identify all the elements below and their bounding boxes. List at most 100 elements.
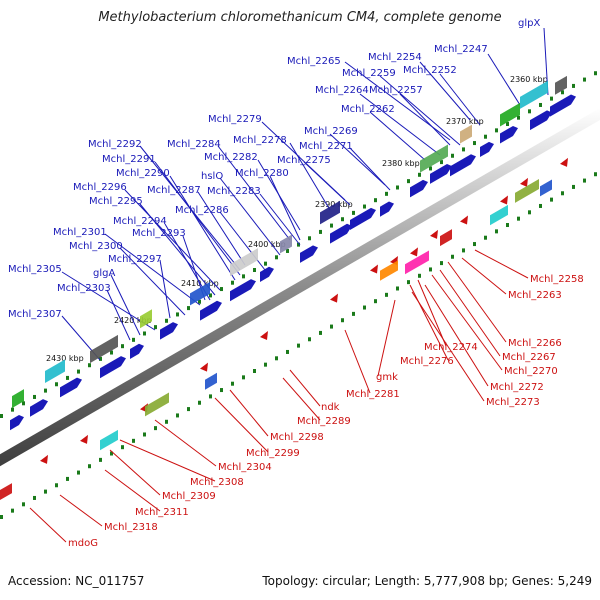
gene-label[interactable]: Mchl_2267 [502, 352, 556, 363]
track-dot [99, 457, 102, 462]
scale-line [0, 71, 597, 418]
gene-label[interactable]: Mchl_2258 [530, 274, 584, 285]
tick-label: 2370 kbp [446, 117, 484, 126]
scale-dot [198, 299, 201, 304]
gene-label[interactable]: Mchl_2271 [299, 141, 353, 152]
gene-label[interactable]: Mchl_2305 [8, 264, 62, 275]
scale-dot [506, 122, 509, 127]
gene-arrow [40, 454, 48, 464]
gene-label[interactable]: Mchl_2286 [175, 205, 229, 216]
gene-label[interactable]: Mchl_2262 [341, 104, 395, 115]
gene-arrow [450, 154, 476, 177]
track-dot [264, 362, 267, 367]
track-dot [473, 242, 476, 247]
gene-box [12, 389, 24, 409]
gene-label[interactable]: Mchl_2263 [508, 290, 562, 301]
track-dot [308, 337, 311, 342]
gene-arrow [350, 207, 376, 231]
gene-label[interactable]: Mchl_2304 [218, 462, 272, 473]
scale-dot [594, 71, 597, 76]
scale-dot [55, 382, 58, 387]
gene-label[interactable]: Mchl_2289 [297, 416, 351, 427]
gene-box [190, 281, 210, 306]
scale-dot [66, 375, 69, 380]
gene-label[interactable]: Mchl_2252 [403, 65, 457, 76]
gene-label[interactable]: glgA [93, 268, 115, 279]
gene-label[interactable]: Mchl_2290 [116, 168, 170, 179]
track-dot [506, 223, 509, 228]
gene-label[interactable]: hslO [201, 171, 223, 182]
scale-dot [143, 331, 146, 336]
gene-label[interactable]: Mchl_2284 [167, 139, 221, 150]
tick-label: 2430 kbp [46, 354, 84, 363]
gene-label[interactable]: Mchl_2265 [287, 56, 341, 67]
track-dot [33, 495, 36, 500]
gene-label[interactable]: Mchl_2275 [277, 155, 331, 166]
gene-label[interactable]: Mchl_2308 [190, 477, 244, 488]
scale-dot [517, 115, 520, 120]
gene-label[interactable]: Mchl_2301 [53, 227, 107, 238]
gene-label[interactable]: Mchl_2311 [135, 507, 189, 518]
track-dot [143, 432, 146, 437]
gene-label[interactable]: Mchl_2307 [8, 309, 62, 320]
track-dot [154, 426, 157, 431]
track-dot [440, 261, 443, 266]
gene-label[interactable]: Mchl_2299 [246, 448, 300, 459]
gene-label[interactable]: Mchl_2298 [270, 432, 324, 443]
gene-label[interactable]: Mchl_2295 [89, 196, 143, 207]
gene-box [500, 102, 520, 127]
gene-box [515, 178, 539, 203]
scale-dot [154, 325, 157, 330]
gene-label[interactable]: Mchl_2300 [69, 241, 123, 252]
gene-label[interactable]: Mchl_2272 [490, 382, 544, 393]
gene-label[interactable]: Mchl_2276 [400, 356, 454, 367]
gene-label[interactable]: Mchl_2283 [207, 186, 261, 197]
gene-label[interactable]: Mchl_2266 [508, 338, 562, 349]
track-dot [561, 191, 564, 196]
gene-label[interactable]: Mchl_2269 [304, 126, 358, 137]
track-dot [418, 273, 421, 278]
gene-label[interactable]: Mchl_2318 [104, 522, 158, 533]
gene-arrow [530, 110, 552, 131]
gene-label[interactable]: ndk [321, 402, 340, 413]
gene-label[interactable]: Mchl_2293 [132, 228, 186, 239]
track-dot [429, 267, 432, 272]
gene-label[interactable]: gmk [376, 372, 398, 383]
gene-label[interactable]: Mchl_2264 [315, 85, 369, 96]
gene-label[interactable]: Mchl_2297 [108, 254, 162, 265]
gene-label[interactable]: Mchl_2287 [147, 185, 201, 196]
track-dot [66, 476, 69, 481]
gene-arrow [80, 434, 88, 444]
gene-label[interactable]: Mchl_2247 [434, 44, 488, 55]
gene-label[interactable]: Mchl_2257 [369, 85, 423, 96]
gene-label[interactable]: Mchl_2279 [208, 114, 262, 125]
gene-label[interactable]: Mchl_2294 [113, 216, 167, 227]
gene-label[interactable]: glpX [518, 18, 540, 29]
gene-label[interactable]: Mchl_2281 [346, 389, 400, 400]
scale-dot [253, 268, 256, 273]
gene-label[interactable]: Mchl_2254 [368, 52, 422, 63]
gene-label[interactable]: Mchl_2270 [504, 366, 558, 377]
gene-box [205, 372, 217, 390]
gene-label[interactable]: Mchl_2292 [88, 139, 142, 150]
forward-gene-labels: glpX Mchl_2247 Mchl_2254 Mchl_2252 Mchl_… [8, 18, 540, 320]
gene-label[interactable]: mdoG [68, 538, 98, 549]
gene-label[interactable]: Mchl_2274 [424, 342, 478, 353]
gene-arrow [380, 201, 394, 217]
gene-label[interactable]: Mchl_2259 [342, 68, 396, 79]
gene-arrow [10, 415, 24, 431]
gene-label[interactable]: Mchl_2291 [102, 154, 156, 165]
gene-label[interactable]: Mchl_2296 [73, 182, 127, 193]
gene-label[interactable]: Mchl_2280 [235, 168, 289, 179]
gene-label[interactable]: Mchl_2273 [486, 397, 540, 408]
scale-dot [88, 363, 91, 368]
scale-dot [121, 344, 124, 349]
gene-label[interactable]: Mchl_2282 [204, 152, 258, 163]
gene-label[interactable]: Mchl_2278 [233, 135, 287, 146]
gene-box [320, 200, 340, 225]
track-dot [396, 286, 399, 291]
gene-arrow [260, 330, 268, 340]
gene-label[interactable]: Mchl_2309 [162, 491, 216, 502]
gene-label[interactable]: Mchl_2303 [57, 283, 111, 294]
